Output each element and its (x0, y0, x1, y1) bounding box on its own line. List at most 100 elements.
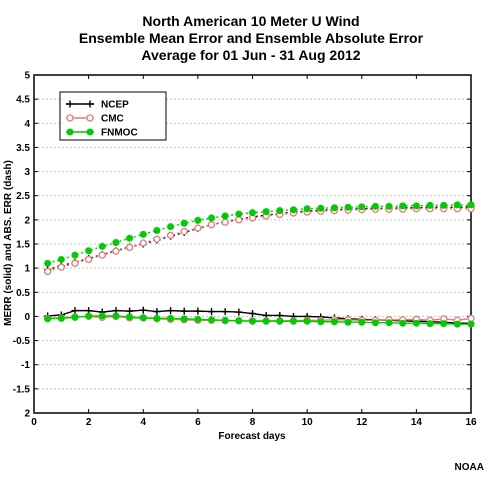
abs-error-point-cmc (166, 231, 175, 239)
mean-error-point-fnmoc (385, 319, 393, 327)
abs-error-point-cmc (57, 263, 65, 271)
abs-error-point-cmc (112, 247, 120, 255)
abs-error-point-fnmoc (371, 202, 379, 210)
mean-error-point-fnmoc (426, 320, 434, 328)
mean-error-point-fnmoc (153, 314, 161, 322)
abs-error-point-fnmoc (44, 259, 52, 267)
x-tick-label: 12 (356, 417, 368, 428)
x-tick-label: 16 (465, 417, 477, 428)
mean-error-point-ncep (221, 308, 229, 316)
abs-error-point-fnmoc (262, 208, 270, 216)
y-tick-label: 0.5 (16, 288, 30, 299)
abs-error-point-fnmoc (453, 201, 461, 209)
y-tick-label: 1 (24, 264, 30, 275)
y-tick-label: 3 (24, 167, 30, 178)
abs-error-point-fnmoc (153, 226, 161, 234)
mean-error-point-fnmoc (71, 313, 79, 321)
legend-marker-cmc (66, 114, 74, 122)
x-tick-label: 2 (86, 417, 92, 428)
abs-error-point-fnmoc (330, 204, 338, 212)
abs-error-point-cmc (139, 239, 147, 247)
y-axis: 2 -1.5 -1 -0.5 0 0.5 1 1.5 2 2.5 3 3.5 4 4.5 5 (13, 71, 471, 420)
legend-label-fnmoc: FNMOC (101, 128, 138, 139)
abs-error-point-cmc (44, 267, 52, 276)
mean-error-point-ncep (153, 308, 161, 316)
legend-label-ncep: NCEP (101, 100, 129, 111)
abs-error-point-cmc (153, 235, 161, 243)
abs-error-point-cmc (180, 227, 188, 236)
abs-error-point-fnmoc (303, 205, 311, 213)
legend-box (59, 91, 167, 141)
abs-error-point-cmc (207, 221, 216, 229)
mean-error-point-fnmoc (262, 317, 270, 325)
series-fnmoc (44, 201, 475, 328)
grid (34, 98, 471, 390)
abs-error-line-ncep (47, 206, 472, 271)
abs-error-point-fnmoc (126, 234, 134, 242)
x-tick-label: 0 (31, 417, 37, 428)
mean-error-point-cmc (467, 314, 475, 323)
abs-error-point-fnmoc (440, 201, 448, 209)
series-layer (44, 201, 475, 328)
abs-error-point-fnmoc (289, 206, 297, 214)
x-tick-label: 10 (302, 417, 314, 428)
abs-error-point-fnmoc (57, 255, 65, 263)
legend-label-cmc: CMC (101, 114, 124, 125)
abs-error-point-fnmoc (71, 251, 79, 259)
legend: NCEP CMC FNMOC (59, 91, 167, 141)
abs-error-point-cmc (125, 243, 134, 252)
y-tick-label: 4.5 (16, 95, 30, 106)
abs-error-point-fnmoc (85, 247, 93, 255)
abs-error-point-fnmoc (194, 216, 202, 224)
credit-noaa: NOAA (454, 462, 484, 473)
series-ncep (44, 203, 475, 327)
mean-error-point-ncep (194, 307, 202, 315)
abs-error-point-fnmoc (276, 207, 284, 215)
abs-error-line-cmc (47, 208, 471, 273)
mean-error-point-ncep (208, 308, 216, 316)
x-tick-label: 14 (411, 417, 423, 428)
mean-error-line-cmc (47, 315, 472, 322)
abs-error-point-fnmoc (208, 214, 216, 222)
mean-error-point-fnmoc (399, 319, 407, 327)
legend-marker-cmc (86, 114, 94, 122)
mean-error-point-fnmoc (467, 320, 475, 328)
abs-error-point-fnmoc (139, 230, 147, 238)
mean-error-point-fnmoc (453, 320, 461, 328)
mean-error-point-fnmoc (330, 318, 338, 326)
mean-error-point-fnmoc (112, 312, 120, 320)
y-tick-label: -1.5 (13, 384, 31, 395)
abs-error-point-cmc (194, 224, 202, 232)
mean-error-point-fnmoc (440, 320, 448, 328)
mean-error-point-ncep (249, 310, 256, 318)
mean-error-point-fnmoc (44, 315, 52, 323)
y-tick-label: 3.5 (16, 143, 30, 154)
mean-error-point-ncep (71, 307, 79, 315)
y-tick-label: 5 (24, 71, 30, 82)
abs-error-point-fnmoc (221, 212, 229, 220)
mean-error-point-fnmoc (289, 317, 297, 325)
mean-error-point-fnmoc (98, 312, 106, 320)
mean-error-point-fnmoc (235, 317, 243, 325)
abs-error-point-fnmoc (112, 239, 120, 247)
abs-error-point-fnmoc (180, 219, 188, 227)
mean-error-point-fnmoc (249, 317, 256, 325)
chart-title-line-1: North American 10 Meter U Wind (142, 13, 359, 29)
mean-error-point-fnmoc (126, 313, 134, 321)
mean-error-point-fnmoc (194, 315, 202, 323)
mean-error-point-ncep (139, 306, 147, 314)
y-tick-label: 1.5 (16, 240, 30, 251)
y-tick-label: 2 (24, 215, 30, 226)
abs-error-point-fnmoc (344, 203, 352, 211)
x-axis: 0 2 4 6 8 10 12 14 16 (31, 75, 477, 428)
mean-error-point-fnmoc (358, 318, 366, 326)
abs-error-point-cmc (84, 255, 93, 264)
mean-error-point-fnmoc (303, 317, 311, 325)
abs-error-point-fnmoc (167, 223, 175, 231)
y-tick-label: 2 (24, 409, 30, 420)
chart-title-line-3: Average for 01 Jun - 31 Aug 2012 (141, 47, 360, 63)
legend-marker-ncep (66, 100, 74, 108)
chart-title-line-2: Ensemble Mean Error and Ensemble Absolut… (79, 30, 424, 46)
y-tick-label: 0 (24, 312, 30, 323)
series-cmc (44, 205, 475, 325)
